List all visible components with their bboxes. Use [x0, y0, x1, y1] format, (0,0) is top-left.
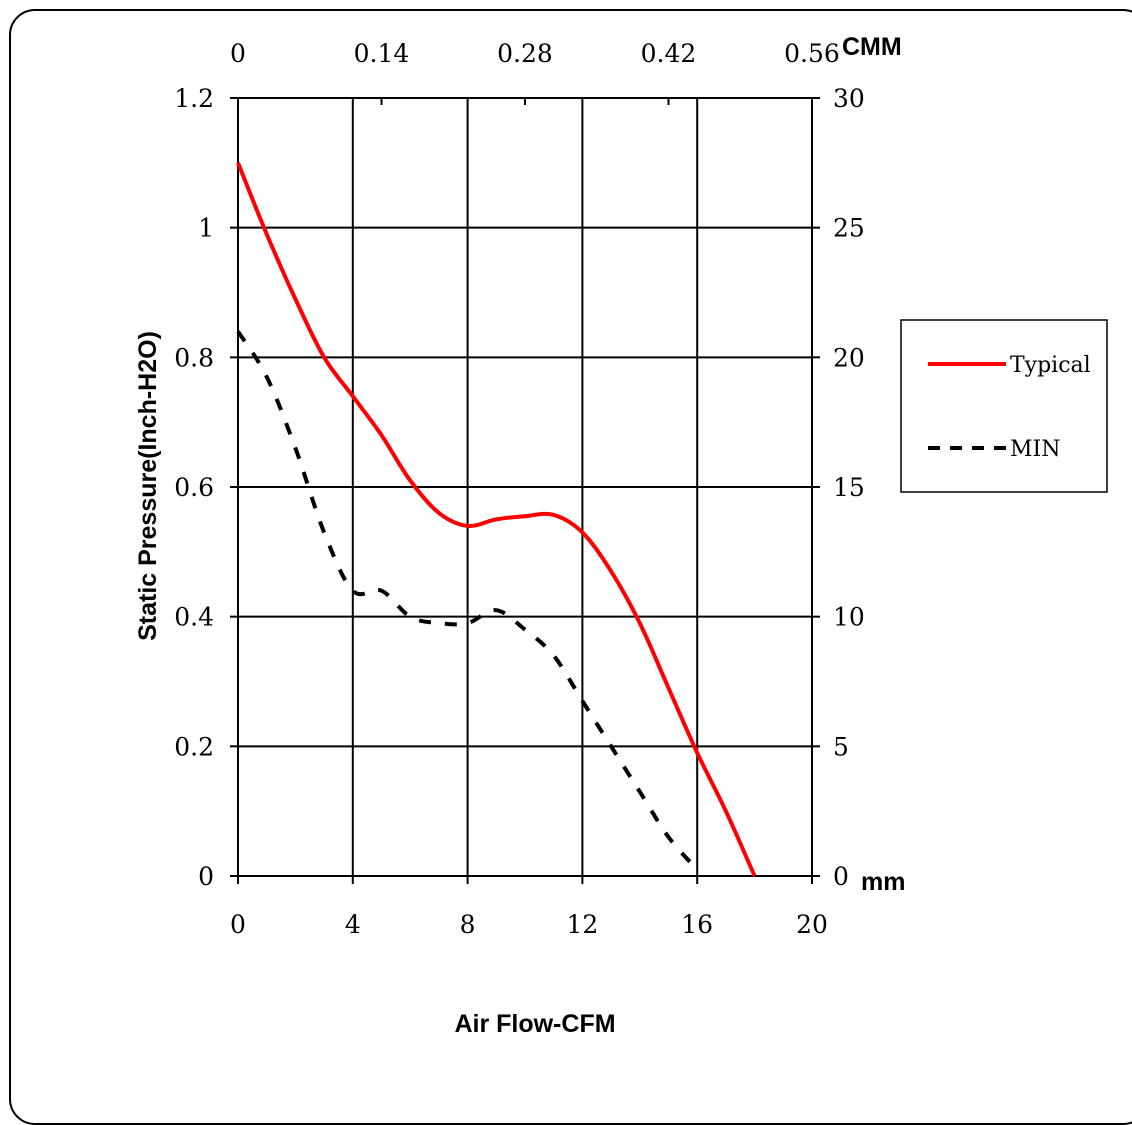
x-tick-label: 0 — [230, 910, 246, 939]
x2-tick-label: 0.14 — [354, 39, 410, 68]
y2-axis-title: mm — [861, 868, 905, 896]
x2-tick-label: 0.42 — [641, 39, 697, 68]
chart-frame — [9, 9, 1132, 1125]
x-tick-label: 16 — [681, 910, 713, 939]
y2-tick-label: 25 — [833, 214, 865, 243]
y-tick-label: 1 — [198, 214, 214, 243]
y2-tick-label: 5 — [833, 732, 849, 761]
legend-label-typical: Typical — [1010, 353, 1091, 378]
y2-tick-label: 10 — [833, 603, 865, 632]
legend-label-min: MIN — [1010, 437, 1060, 462]
x-tick-label: 12 — [566, 910, 598, 939]
x2-axis-title: CMM — [842, 33, 902, 61]
x-tick-label: 8 — [460, 910, 476, 939]
y-tick-label: 0.2 — [174, 732, 214, 761]
y2-tick-label: 15 — [833, 473, 865, 502]
y2-tick-label: 0 — [833, 862, 849, 891]
x2-tick-label: 0.56 — [784, 39, 840, 68]
y-tick-label: 0.4 — [174, 603, 214, 632]
x-axis-title: Air Flow-CFM — [454, 1010, 615, 1038]
y-tick-label: 0.6 — [174, 473, 214, 502]
series-lines — [236, 162, 757, 877]
y2-tick-label: 20 — [833, 343, 865, 372]
series-line-typical — [236, 162, 757, 877]
grid-lines — [238, 98, 812, 876]
legend: Typical MIN — [900, 319, 1108, 493]
x2-tick-label: 0 — [230, 39, 246, 68]
legend-box — [900, 319, 1108, 493]
y-tick-label: 0.8 — [174, 343, 214, 372]
y-tick-label: 0 — [198, 862, 214, 891]
x2-tick-label: 0.28 — [497, 39, 553, 68]
x-tick-label: 4 — [345, 910, 361, 939]
x-tick-label: 20 — [796, 910, 828, 939]
y-tick-label: 1.2 — [174, 84, 214, 113]
tick-marks — [230, 97, 820, 884]
y-axis-title: Static Pressure(Inch-H2O) — [134, 331, 162, 641]
y2-tick-label: 30 — [833, 84, 865, 113]
